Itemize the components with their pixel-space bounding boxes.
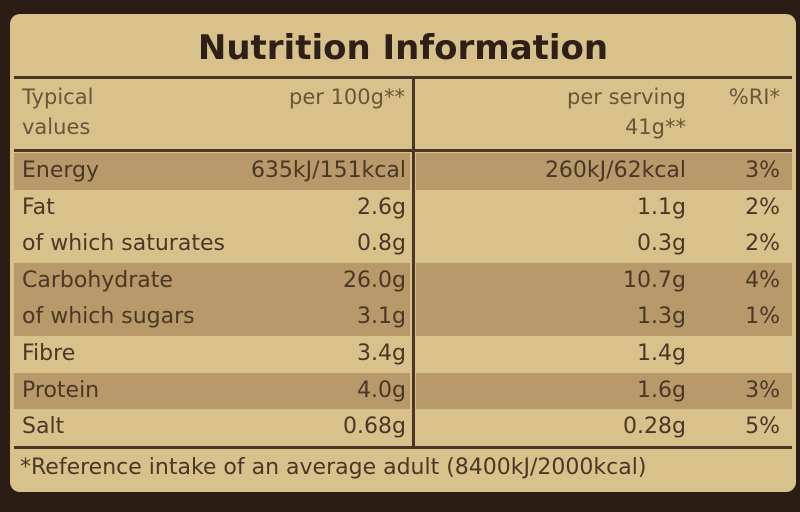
nutrient-name: of which sugars <box>22 304 195 330</box>
header-cell: per 100g** <box>289 85 405 109</box>
rule <box>14 76 792 79</box>
per-100g: 3.1g <box>357 304 406 330</box>
nutrient-name: Salt <box>22 414 65 440</box>
per-100g: 2.6g <box>357 194 406 220</box>
nutrient-name: Fat <box>22 194 55 220</box>
per-100g: 635kJ/151kcal <box>250 158 406 183</box>
footnote: *Reference intake of an average adult (8… <box>20 455 647 480</box>
rule <box>412 78 415 448</box>
label-panel <box>10 14 796 492</box>
per-serving: 0.28g <box>623 414 686 440</box>
nutrient-name: Fibre <box>22 341 76 366</box>
reference-intake: 4% <box>745 267 780 293</box>
row-shade <box>14 372 410 410</box>
title: Nutrition Information <box>197 28 609 68</box>
per-100g: 0.8g <box>357 231 406 257</box>
row-shade <box>416 372 792 410</box>
nutrient-name: Energy <box>22 158 100 183</box>
per-serving: 10.7g <box>623 267 686 293</box>
per-100g: 26.0g <box>343 267 406 293</box>
per-100g: 0.68g <box>343 414 406 440</box>
row-shade <box>14 262 410 300</box>
nutrient-name: of which saturates <box>22 231 225 257</box>
reference-intake: 3% <box>745 158 780 183</box>
row-shade <box>416 299 792 336</box>
per-100g: 4.0g <box>357 377 406 403</box>
reference-intake: 1% <box>745 304 780 330</box>
rule <box>14 149 792 152</box>
per-100g: 3.4g <box>357 341 406 366</box>
per-serving: 0.3g <box>637 231 686 257</box>
per-serving: 1.6g <box>637 377 686 403</box>
row-shade <box>416 153 792 190</box>
row-shade <box>416 262 792 300</box>
header-cell: Typical values <box>22 85 94 139</box>
nutrient-name: Carbohydrate <box>22 267 173 293</box>
header-cell: per serving 41g** <box>567 85 686 139</box>
row-shade <box>14 153 410 190</box>
reference-intake: 5% <box>745 414 780 440</box>
row-shade <box>14 299 410 336</box>
per-serving: 260kJ/62kcal <box>544 158 686 183</box>
reference-intake: 3% <box>745 377 780 403</box>
per-serving: 1.4g <box>637 341 686 366</box>
reference-intake: 2% <box>745 231 780 257</box>
nutrient-name: Protein <box>22 377 100 403</box>
per-serving: 1.1g <box>637 194 686 220</box>
reference-intake: 2% <box>745 194 780 220</box>
rule <box>14 446 792 449</box>
header-cell: %RI* <box>728 85 780 109</box>
per-serving: 1.3g <box>637 304 686 330</box>
